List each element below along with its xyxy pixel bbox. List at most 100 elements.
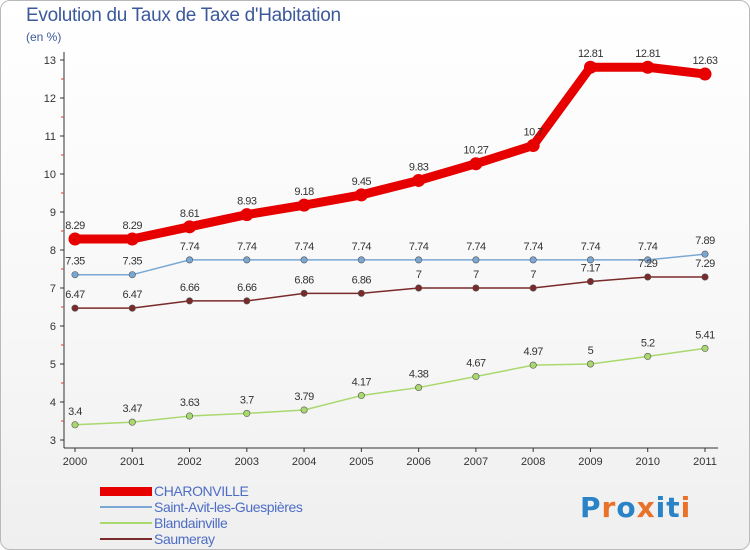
x-tick-label: 2009 xyxy=(578,456,602,468)
data-point xyxy=(300,289,308,297)
y-tick-label: 6 xyxy=(50,321,56,333)
data-point xyxy=(71,304,79,312)
data-point xyxy=(297,198,311,212)
data-label: 3.7 xyxy=(240,394,254,406)
data-point xyxy=(701,250,709,258)
data-label: 4.67 xyxy=(466,358,486,370)
data-label: 6.66 xyxy=(180,282,200,294)
data-label: 7 xyxy=(416,269,422,281)
y-tick-label: 5 xyxy=(50,359,56,371)
data-label: 7.74 xyxy=(180,241,200,253)
logo-letter: r xyxy=(601,491,617,524)
data-label: 7.74 xyxy=(466,241,486,253)
logo-letter: o xyxy=(616,491,637,524)
data-point xyxy=(701,273,709,281)
legend-swatch-saint-avit xyxy=(100,506,152,508)
logo-letter: x xyxy=(636,491,656,524)
data-label: 7.89 xyxy=(695,235,715,247)
data-point xyxy=(354,188,368,202)
data-point xyxy=(357,392,365,400)
data-label: 6.66 xyxy=(237,282,257,294)
data-label: 10.27 xyxy=(463,145,488,157)
data-point xyxy=(698,67,712,81)
data-point xyxy=(586,278,594,286)
series-line-1 xyxy=(74,253,706,276)
data-point xyxy=(586,360,594,368)
y-tick-label: 8 xyxy=(50,245,56,257)
data-label: 10.7 xyxy=(523,127,543,139)
x-tick-label: 2001 xyxy=(120,456,144,468)
data-label: 8.93 xyxy=(237,196,257,208)
data-label: 4.38 xyxy=(409,369,429,381)
data-label: 3.4 xyxy=(68,406,82,418)
data-label: 12.81 xyxy=(578,48,603,60)
data-label: 8.61 xyxy=(180,208,200,220)
data-label: 6.47 xyxy=(123,289,143,301)
data-point xyxy=(526,139,540,152)
data-point xyxy=(472,256,480,264)
data-point xyxy=(240,208,254,222)
data-point xyxy=(68,232,82,246)
legend-label-blandainville: Blandainville xyxy=(154,515,228,531)
x-tick-label: 2003 xyxy=(235,456,259,468)
legend: CHARONVILLE Saint-Avit-les-Guespières Bl… xyxy=(100,483,420,547)
data-point xyxy=(128,271,136,279)
data-label: 5 xyxy=(588,345,594,357)
data-label: 3.63 xyxy=(180,397,200,409)
x-tick-label: 2000 xyxy=(63,456,87,468)
data-label: 7.74 xyxy=(352,241,372,253)
data-point xyxy=(415,256,423,264)
x-tick-label: 2007 xyxy=(464,456,488,468)
data-point xyxy=(529,256,537,264)
data-point xyxy=(186,297,194,305)
chart-title: Evolution du Taux de Taxe d'Habitation xyxy=(26,5,341,26)
data-label: 7.74 xyxy=(581,241,601,253)
data-point xyxy=(243,409,251,417)
data-point xyxy=(71,271,79,279)
logo-letter: P xyxy=(580,491,602,524)
data-label: 7.74 xyxy=(294,241,314,253)
data-label: 7.74 xyxy=(409,241,429,253)
data-point xyxy=(128,304,136,312)
data-point xyxy=(469,157,483,171)
proxiti-logo: Proxiti xyxy=(580,491,691,524)
data-label: 6.86 xyxy=(294,274,314,286)
legend-swatch-saumeray xyxy=(100,538,152,540)
data-point xyxy=(415,384,423,392)
data-label: 7.35 xyxy=(65,256,85,268)
data-label: 6.47 xyxy=(65,289,85,301)
data-label: 5.41 xyxy=(695,329,715,341)
data-label: 12.81 xyxy=(635,48,660,60)
legend-swatch-charonville xyxy=(100,487,152,496)
data-label: 7.17 xyxy=(581,263,601,275)
legend-item-saint-avit: Saint-Avit-les-Guespières xyxy=(100,499,420,515)
data-point xyxy=(186,256,194,264)
data-point xyxy=(71,421,79,429)
data-point xyxy=(183,220,197,234)
data-point xyxy=(300,256,308,264)
series-line-0 xyxy=(70,62,710,244)
data-point xyxy=(357,289,365,297)
data-label: 7.74 xyxy=(523,241,543,253)
legend-label-saint-avit: Saint-Avit-les-Guespières xyxy=(154,499,303,515)
data-point xyxy=(415,284,423,292)
data-label: 9.83 xyxy=(409,161,429,173)
x-tick-label: 2010 xyxy=(635,456,659,468)
data-label: 3.47 xyxy=(123,403,143,415)
data-label: 7.29 xyxy=(695,258,715,270)
data-label: 8.29 xyxy=(65,220,85,232)
data-label: 7 xyxy=(530,269,536,281)
legend-label-charonville: CHARONVILLE xyxy=(154,483,249,499)
data-point xyxy=(357,256,365,264)
data-point xyxy=(583,60,597,74)
y-tick-label: 13 xyxy=(44,55,56,67)
y-tick-label: 3 xyxy=(50,435,56,447)
data-point xyxy=(412,173,426,187)
data-label: 9.45 xyxy=(352,176,372,188)
data-point xyxy=(243,297,251,305)
data-point xyxy=(644,352,652,360)
y-tick-label: 4 xyxy=(50,397,56,409)
legend-label-saumeray: Saumeray xyxy=(154,531,215,547)
legend-item-saumeray: Saumeray xyxy=(100,531,420,547)
x-tick-label: 2004 xyxy=(292,456,316,468)
